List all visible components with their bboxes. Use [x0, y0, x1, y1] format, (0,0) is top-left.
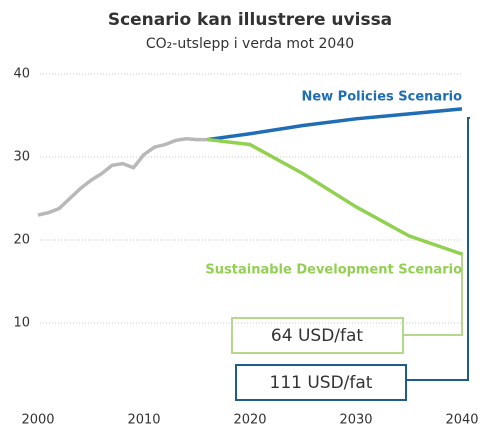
x-tick-label: 2000 — [21, 413, 54, 428]
x-tick-label: 2010 — [127, 413, 160, 428]
x-tick-label: 2020 — [233, 413, 266, 428]
x-tick-label: 2040 — [445, 413, 478, 428]
chart-title: Scenario kan illustrere uvissa — [108, 10, 392, 30]
y-tick-label: 10 — [13, 316, 30, 331]
series-line — [207, 137, 463, 256]
series-label: New Policies Scenario — [301, 90, 462, 105]
price-box-blue — [235, 364, 407, 401]
annotation: 111 USD/fat — [270, 373, 373, 393]
series-line — [37, 136, 208, 217]
series-line — [207, 107, 463, 142]
connector-green — [403, 252, 463, 336]
price-box-green — [231, 317, 404, 354]
annotation: 64 USD/fat — [271, 326, 363, 346]
y-tick-label: 40 — [13, 67, 30, 82]
y-tick-label: 30 — [13, 150, 30, 165]
series-label: Sustainable Development Scenario — [205, 263, 462, 278]
x-tick-label: 2030 — [339, 413, 372, 428]
chart-subtitle: CO₂-utslepp i verda mot 2040 — [146, 36, 354, 52]
y-tick-label: 20 — [13, 233, 30, 248]
connector-blue — [406, 117, 470, 381]
